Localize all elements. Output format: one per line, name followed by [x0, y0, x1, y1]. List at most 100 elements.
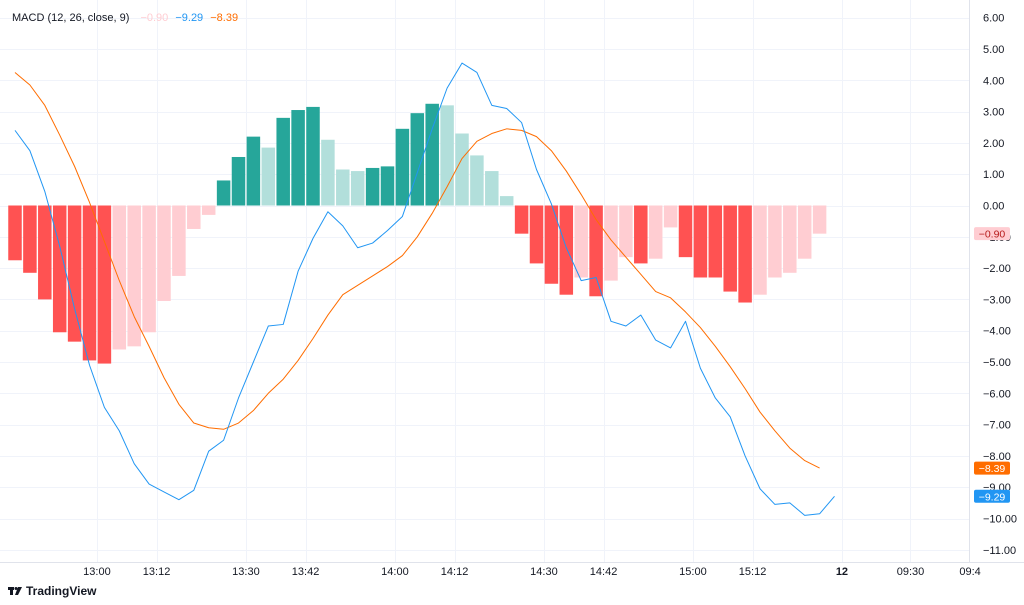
last-value-labels: −0.90 −8.39 −9.29 — [974, 227, 1010, 503]
histogram-last-value-background — [974, 227, 1010, 241]
histogram-bar[interactable] — [693, 205, 708, 278]
indicator-legend[interactable]: MACD (12, 26, close, 9) −0.90 −9.29 −8.3… — [12, 12, 242, 24]
histogram-bar[interactable] — [395, 128, 410, 206]
histogram-bar[interactable] — [201, 205, 216, 215]
brand-name: TradingView — [26, 584, 97, 598]
histogram-bar[interactable] — [723, 205, 737, 292]
histogram-bar[interactable] — [23, 205, 37, 273]
histogram-bar[interactable] — [127, 205, 141, 347]
macd-last-value-background — [974, 489, 1010, 503]
histogram-bar[interactable] — [380, 166, 395, 206]
histogram-bar[interactable] — [485, 171, 499, 206]
histogram-bar[interactable] — [52, 205, 67, 333]
histogram-bar[interactable] — [172, 205, 186, 276]
tradingview-brand[interactable]: TradingView — [8, 584, 96, 598]
time-axis-label: 15:00 — [679, 566, 707, 578]
price-axis-label: 5.00 — [983, 44, 1004, 56]
histogram-bar[interactable] — [648, 205, 663, 259]
histogram-bar[interactable] — [529, 205, 544, 264]
time-axis-label: 15:12 — [739, 566, 767, 578]
histogram-bar[interactable] — [604, 205, 618, 281]
time-axis-label: 13:30 — [232, 566, 260, 578]
signal-last-value: −8.39 — [979, 463, 1006, 475]
histogram-bar[interactable] — [455, 133, 469, 206]
time-axis-label: 13:00 — [83, 566, 111, 578]
histogram-bar[interactable] — [350, 171, 365, 206]
histogram-bar[interactable] — [559, 205, 574, 295]
time-axis-label: 09:30 — [897, 566, 925, 578]
price-axis-label: 6.00 — [983, 13, 1004, 25]
histogram-bar[interactable] — [321, 139, 335, 206]
time-axis-label: 14:00 — [381, 566, 409, 578]
histogram-bar[interactable] — [425, 103, 439, 206]
histogram-bar[interactable] — [67, 205, 82, 342]
histogram-bar[interactable] — [365, 167, 380, 206]
time-axis[interactable]: 13:00 13:12 13:30 13:42 14:00 14:12 14:30 14:42… — [83, 566, 981, 578]
price-axis-label: 0.00 — [983, 201, 1004, 213]
histogram-bar[interactable] — [783, 205, 797, 273]
histogram-bar[interactable] — [261, 147, 276, 206]
time-axis-label: 13:42 — [292, 566, 320, 578]
indicator-lines[interactable] — [14, 62, 835, 516]
signal-line[interactable] — [14, 72, 820, 469]
price-axis-label: −11.00 — [983, 545, 1016, 557]
histogram-bar[interactable] — [157, 205, 171, 301]
histogram-bar[interactable] — [231, 156, 246, 206]
price-axis-label: −8.00 — [983, 451, 1011, 463]
histogram-bar[interactable] — [812, 205, 827, 234]
histogram-bars[interactable] — [8, 103, 827, 364]
price-axis-label: −7.00 — [983, 420, 1011, 432]
histogram-bar[interactable] — [574, 205, 588, 278]
legend-macd-value: −9.29 — [175, 12, 204, 24]
histogram-bar[interactable] — [544, 205, 559, 284]
histogram-bar[interactable] — [246, 136, 261, 206]
histogram-bar[interactable] — [112, 205, 127, 350]
price-axis-label: −3.00 — [983, 294, 1011, 306]
histogram-last-value: −0.90 — [979, 229, 1006, 241]
histogram-bar[interactable] — [499, 196, 514, 206]
price-axis-label: 4.00 — [983, 75, 1004, 87]
histogram-bar[interactable] — [753, 205, 767, 295]
histogram-bar[interactable] — [440, 105, 454, 206]
histogram-bar[interactable] — [634, 205, 648, 264]
legend-signal-value: −8.39 — [210, 12, 239, 24]
histogram-bar[interactable] — [142, 205, 156, 333]
price-axis-label: 2.00 — [983, 138, 1004, 150]
histogram-bar[interactable] — [663, 205, 678, 228]
histogram-bar[interactable] — [470, 155, 484, 206]
histogram-bar[interactable] — [216, 180, 231, 206]
histogram-bar[interactable] — [82, 205, 97, 361]
histogram-bar[interactable] — [291, 110, 305, 206]
histogram-bar[interactable] — [768, 205, 782, 278]
histogram-bar[interactable] — [8, 205, 22, 261]
histogram-bar[interactable] — [187, 205, 201, 229]
histogram-bar[interactable] — [38, 205, 52, 300]
legend-title: MACD (12, 26, close, 9) — [12, 12, 130, 24]
time-axis-label: 12 — [836, 566, 848, 578]
histogram-bar[interactable] — [619, 205, 633, 258]
price-axis-label: 1.00 — [983, 169, 1004, 181]
price-axis-label: −10.00 — [983, 514, 1017, 526]
price-axis-label: −2.00 — [983, 263, 1011, 275]
histogram-bar[interactable] — [336, 169, 350, 206]
price-axis-label: −6.00 — [983, 388, 1011, 400]
histogram-bar[interactable] — [708, 205, 723, 278]
histogram-bar[interactable] — [797, 205, 812, 259]
histogram-bar[interactable] — [678, 205, 693, 258]
time-axis-label: 09:4 — [959, 566, 980, 578]
price-axis-label: −5.00 — [983, 357, 1011, 369]
histogram-bar[interactable] — [738, 205, 752, 303]
histogram-bar[interactable] — [514, 205, 529, 234]
histogram-bar[interactable] — [97, 205, 112, 364]
histogram-bar[interactable] — [589, 205, 603, 297]
price-axis-label: −4.00 — [983, 326, 1011, 338]
signal-last-value-background — [974, 461, 1010, 475]
legend-histogram-value: −0.90 — [140, 12, 169, 24]
histogram-bar[interactable] — [306, 106, 320, 206]
macd-line[interactable] — [14, 62, 835, 516]
histogram-bar[interactable] — [276, 117, 290, 206]
time-axis-label: 13:12 — [143, 566, 171, 578]
time-axis-label: 14:42 — [590, 566, 618, 578]
